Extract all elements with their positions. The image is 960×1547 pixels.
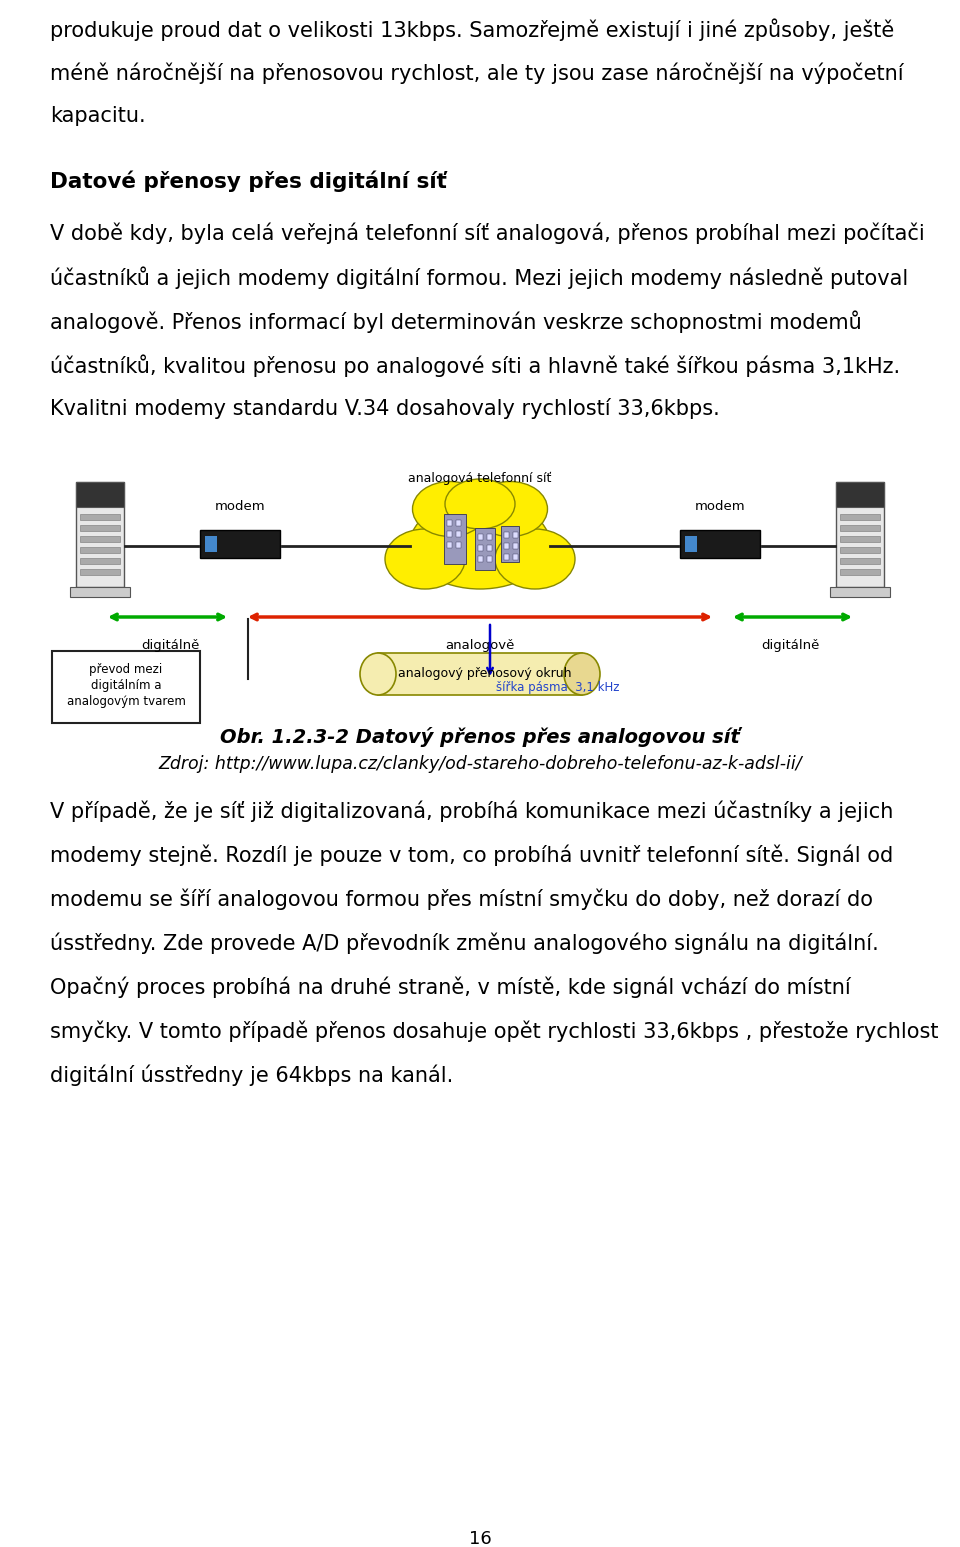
Bar [840, 514, 880, 520]
Bar [444, 514, 466, 565]
Text: Zdroj: http://www.lupa.cz/clanky/od-stareho-dobreho-telefonu-az-k-adsl-ii/: Zdroj: http://www.lupa.cz/clanky/od-star… [158, 755, 802, 774]
Ellipse shape [360, 653, 396, 695]
Text: digitálně: digitálně [141, 639, 199, 651]
Text: analogově. Přenos informací byl determinován veskrze schopnostmi modemů: analogově. Přenos informací byl determin… [50, 309, 862, 333]
Text: analogovým tvarem: analogovým tvarem [66, 695, 185, 709]
Bar [200, 531, 280, 558]
Bar [504, 543, 509, 549]
Text: modemu se šíří analogovou formou přes místní smyčku do doby, než dorazí do: modemu se šíří analogovou formou přes mí… [50, 890, 873, 911]
Bar [70, 586, 130, 597]
Text: modem: modem [215, 500, 265, 514]
Bar [475, 528, 495, 569]
Ellipse shape [410, 500, 550, 589]
Bar [80, 514, 120, 520]
Bar [447, 541, 452, 548]
Text: Kvalitni modemy standardu V.34 dosahovaly rychlostí 33,6kbps.: Kvalitni modemy standardu V.34 dosahoval… [50, 398, 720, 419]
Text: analogový přenosový okruh: analogový přenosový okruh [398, 667, 572, 681]
Bar [456, 531, 461, 537]
Bar [840, 569, 880, 575]
Bar [501, 526, 519, 562]
Bar [840, 548, 880, 552]
Bar [487, 555, 492, 562]
Bar [478, 555, 483, 562]
Bar [478, 545, 483, 551]
Bar [680, 531, 760, 558]
Bar [80, 548, 120, 552]
Bar [840, 535, 880, 541]
Ellipse shape [385, 529, 465, 589]
Text: Obr. 1.2.3-2 Datový přenos přes analogovou síť: Obr. 1.2.3-2 Datový přenos přes analogov… [220, 727, 740, 747]
Bar [840, 524, 880, 531]
Bar [456, 541, 461, 548]
Bar [478, 534, 483, 540]
Text: modem: modem [695, 500, 745, 514]
Bar [378, 653, 582, 695]
Ellipse shape [495, 529, 575, 589]
Text: digitálně: digitálně [761, 639, 819, 651]
Text: ússtředny. Zde provede A/D převodník změnu analogového signálu na digitální.: ússtředny. Zde provede A/D převodník změ… [50, 933, 878, 954]
Text: smyčky. V tomto případě přenos dosahuje opět rychlosti 33,6kbps , přestože rychl: smyčky. V tomto případě přenos dosahuje … [50, 1021, 939, 1043]
Ellipse shape [445, 480, 515, 529]
Bar [76, 483, 124, 507]
Bar [487, 545, 492, 551]
Text: 16: 16 [468, 1530, 492, 1547]
Ellipse shape [564, 653, 600, 695]
Bar [52, 651, 200, 722]
Text: digitálním a: digitálním a [91, 679, 161, 692]
Bar [80, 569, 120, 575]
Bar [80, 524, 120, 531]
Text: méně náročnější na přenosovou rychlost, ale ty jsou zase náročnější na výpočetní: méně náročnější na přenosovou rychlost, … [50, 62, 903, 84]
Bar [840, 558, 880, 565]
Bar [504, 554, 509, 560]
Text: analogově: analogově [445, 639, 515, 651]
Bar [513, 543, 518, 549]
Text: modemy stejně. Rozdíl je pouze v tom, co probíhá uvnitř telefonní sítě. Signál o: modemy stejně. Rozdíl je pouze v tom, co… [50, 845, 893, 866]
Bar [513, 554, 518, 560]
Bar [80, 558, 120, 565]
Text: digitální ússtředny je 64kbps na kanál.: digitální ússtředny je 64kbps na kanál. [50, 1064, 453, 1086]
Text: účastníků, kvalitou přenosu po analogové síti a hlavně také šířkou pásma 3,1kHz.: účastníků, kvalitou přenosu po analogové… [50, 354, 900, 376]
Bar [513, 532, 518, 538]
Bar [447, 520, 452, 526]
Text: kapacitu.: kapacitu. [50, 107, 146, 125]
Bar [456, 520, 461, 526]
Bar [685, 535, 697, 552]
Bar [487, 534, 492, 540]
Bar [205, 535, 217, 552]
Ellipse shape [472, 481, 547, 537]
Bar [836, 483, 884, 586]
Text: Opačný proces probíhá na druhé straně, v místě, kde signál vchází do místní: Opačný proces probíhá na druhé straně, v… [50, 978, 851, 998]
Bar [80, 535, 120, 541]
Ellipse shape [413, 481, 488, 537]
Text: produkuje proud dat o velikosti 13kbps. Samozřejmě existují i jiné způsoby, ješt: produkuje proud dat o velikosti 13kbps. … [50, 19, 895, 40]
Bar [830, 586, 890, 597]
Text: Datové přenosy přes digitální síť: Datové přenosy přes digitální síť [50, 170, 446, 192]
Bar [504, 532, 509, 538]
Text: V případě, že je síť již digitalizovaná, probíhá komunikace mezi účastníky a jej: V případě, že je síť již digitalizovaná,… [50, 801, 894, 823]
Bar [447, 531, 452, 537]
Text: účastníků a jejich modemy digitální formou. Mezi jejich modemy následně putoval: účastníků a jejich modemy digitální form… [50, 266, 908, 289]
Bar [76, 483, 124, 586]
Text: šířka pásma  3,1 kHz: šířka pásma 3,1 kHz [496, 681, 619, 695]
Text: převod mezi: převod mezi [89, 664, 162, 676]
Text: analogová telefonní síť: analogová telefonní síť [408, 472, 552, 486]
Bar [836, 483, 884, 507]
Text: V době kdy, byla celá veřejná telefonní síť analogová, přenos probíhal mezi počí: V době kdy, byla celá veřejná telefonní … [50, 223, 924, 243]
